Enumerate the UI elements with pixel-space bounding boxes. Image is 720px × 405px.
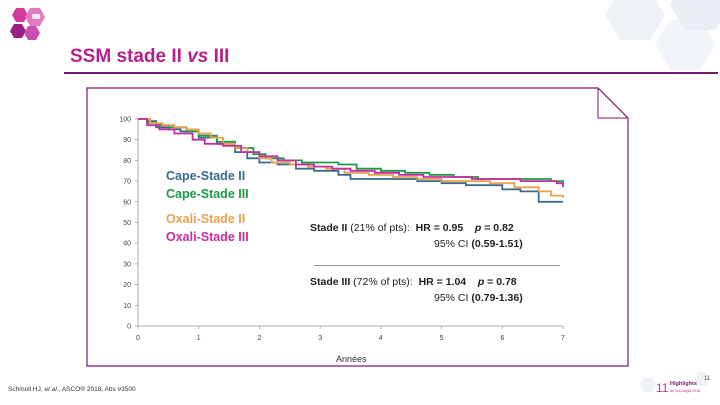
y-tick-label: 40	[123, 241, 131, 248]
stade2-p: = 0.82	[481, 222, 514, 234]
x-axis-label: Années	[336, 354, 367, 364]
slide-title: SSM stade II vs III	[70, 46, 229, 68]
stade2-ci: (0.59-1.51)	[471, 238, 523, 250]
x-tick-label: 0	[136, 335, 140, 342]
stat-divider	[314, 265, 560, 266]
stade3-pts: (72% of pts):	[350, 276, 413, 288]
stade2-pts: (21% of pts):	[347, 222, 410, 234]
logo-number: 11	[656, 381, 669, 395]
y-tick-label: 80	[123, 158, 131, 165]
legend-cape-stade-ii: Cape-Stade II	[166, 169, 246, 183]
stade2-p-label: p	[474, 222, 482, 234]
footnote-rest: , ASCO® 2018, Abs #3500	[58, 386, 136, 393]
legend-oxali-stade-iii: Oxali-Stade III	[166, 230, 249, 244]
highlights-logo: 11 Highlights de l'oncologie 2018	[640, 372, 710, 395]
series-line-oxali-stade-iii	[138, 118, 564, 188]
y-tick-label: 70	[123, 179, 131, 186]
x-tick-label: 2	[257, 335, 261, 342]
stade3-stat-line: Stade III (72% of pts): HR = 1.04 p = 0.…	[310, 276, 517, 288]
page-number: 11	[704, 376, 711, 382]
stade2-ci-line: 95% CI (0.59-1.51)	[434, 238, 523, 250]
stade2-hr: HR = 0.95	[415, 222, 464, 234]
y-tick-label: 50	[123, 220, 131, 227]
title-end-text: III	[208, 46, 230, 67]
logo-highlights: Highlights	[670, 381, 697, 387]
y-tick-label: 100	[119, 117, 131, 124]
y-tick-label: 10	[123, 303, 131, 310]
x-tick-label: 1	[197, 335, 201, 342]
stade2-label: Stade II	[310, 222, 348, 234]
x-tick-label: 3	[318, 335, 322, 342]
y-tick-label: 30	[123, 261, 131, 268]
title-vs-text: vs	[187, 46, 209, 67]
title-main-text: SSM stade II	[70, 46, 188, 67]
stade3-p-label: p	[477, 276, 485, 288]
stade3-ci-label: 95% CI	[434, 292, 472, 304]
y-tick-label: 60	[123, 199, 131, 206]
legend-oxali-stade-ii: Oxali-Stade II	[166, 212, 246, 226]
stade3-ci: (0.79-1.36)	[471, 292, 523, 304]
chart-axes: 0 10 20 30 40 50 60 70 80 90 100 0 1 2 3 4 5 6 7	[119, 117, 565, 343]
stade3-p: = 0.78	[484, 276, 517, 288]
chart-curves	[138, 118, 564, 203]
footnote-authors: Schmoll HJ,	[8, 386, 45, 393]
series-line-cape-stade-ii	[138, 118, 563, 203]
footnote-etal: et al.	[44, 386, 59, 393]
x-tick-label: 6	[500, 335, 504, 342]
x-tick-label: 5	[440, 335, 444, 342]
stade3-label: Stade III	[310, 276, 351, 288]
title-underline	[64, 72, 718, 74]
x-tick-label: 7	[561, 335, 565, 342]
stade2-stat-line: Stade II (21% of pts): HR = 0.95 p = 0.8…	[310, 222, 514, 234]
y-tick-label: 0	[127, 324, 131, 331]
conference-logo	[10, 8, 45, 40]
y-tick-label: 90	[123, 137, 131, 144]
y-tick-label: 20	[123, 282, 131, 289]
stade3-ci-line: 95% CI (0.79-1.36)	[434, 292, 523, 304]
x-tick-label: 4	[379, 335, 383, 342]
background-hexagon-decoration	[605, 0, 720, 70]
logo-subtitle: de l'oncologie 2018	[670, 389, 700, 393]
footnote-reference: Schmoll HJ, et al., ASCO® 2018, Abs #350…	[8, 386, 136, 393]
stade3-hr: HR = 1.04	[418, 276, 467, 288]
legend-cape-stade-iii: Cape-Stade III	[166, 187, 249, 201]
stade2-ci-label: 95% CI	[434, 238, 472, 250]
